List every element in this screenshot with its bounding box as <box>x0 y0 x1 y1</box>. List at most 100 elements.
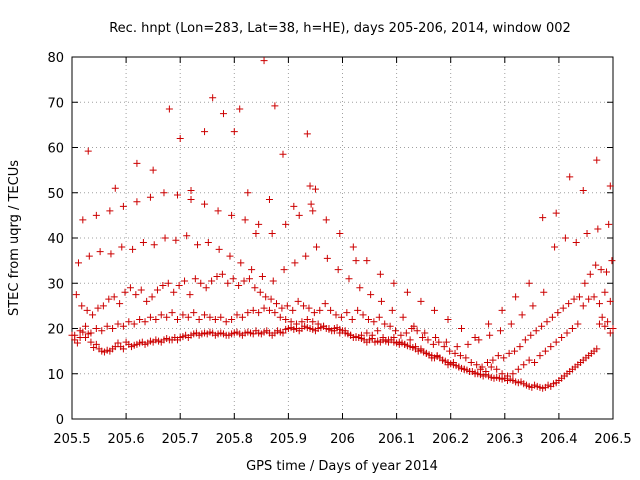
data-point <box>82 322 90 330</box>
data-point <box>604 318 612 326</box>
data-point <box>559 304 567 312</box>
data-point <box>260 304 268 312</box>
data-point <box>512 293 520 301</box>
data-point <box>593 156 601 164</box>
data-point <box>125 318 133 326</box>
data-point <box>483 358 491 366</box>
data-point <box>579 302 587 310</box>
data-point <box>601 288 609 296</box>
data-point <box>364 315 372 323</box>
data-point <box>595 300 603 308</box>
data-point <box>471 370 479 378</box>
data-point <box>581 279 589 287</box>
data-point <box>76 327 84 335</box>
data-point <box>487 363 495 371</box>
data-point <box>357 331 365 339</box>
data-point <box>455 363 463 371</box>
data-point <box>294 297 302 305</box>
data-point <box>375 313 383 321</box>
y-tick-label: 40 <box>47 232 64 247</box>
data-point <box>500 354 508 362</box>
data-point <box>574 320 582 328</box>
data-point <box>403 288 411 296</box>
data-point <box>229 275 237 283</box>
data-point <box>392 327 400 335</box>
data-point <box>539 214 547 222</box>
data-point <box>347 331 355 339</box>
data-point <box>99 302 107 310</box>
data-point <box>424 336 432 344</box>
data-point <box>191 275 199 283</box>
data-point <box>235 282 243 290</box>
data-point <box>265 196 273 204</box>
data-point <box>214 207 222 215</box>
y-tick-label: 70 <box>47 96 64 111</box>
data-point <box>148 293 156 301</box>
data-point <box>87 329 95 337</box>
data-point <box>267 295 275 303</box>
data-point <box>268 229 276 237</box>
data-point <box>496 327 504 335</box>
data-point <box>336 229 344 237</box>
data-point <box>132 291 140 299</box>
data-point <box>160 189 168 197</box>
data-point <box>137 286 145 294</box>
data-point <box>451 349 459 357</box>
data-point <box>583 229 591 237</box>
data-point <box>349 243 357 251</box>
data-point <box>186 291 194 299</box>
data-point <box>363 257 371 265</box>
data-point <box>345 275 353 283</box>
data-point <box>143 297 151 305</box>
data-point <box>213 272 221 280</box>
data-point <box>471 334 479 342</box>
data-point <box>554 309 562 317</box>
data-point <box>586 270 594 278</box>
data-point <box>146 313 154 321</box>
data-point <box>79 216 87 224</box>
data-point <box>435 338 443 346</box>
data-point <box>187 186 195 194</box>
data-point <box>165 105 173 113</box>
data-point <box>233 311 241 319</box>
data-point <box>428 354 436 362</box>
data-point <box>421 329 429 337</box>
data-point <box>341 327 349 335</box>
data-point <box>551 243 559 251</box>
data-point <box>236 105 244 113</box>
data-point <box>184 313 192 321</box>
data-point <box>309 318 317 326</box>
data-point <box>168 309 176 317</box>
data-point <box>190 309 198 317</box>
data-point <box>96 248 104 256</box>
data-point <box>217 313 225 321</box>
data-point <box>94 304 102 312</box>
data-point <box>146 193 154 201</box>
data-point <box>316 306 324 314</box>
data-point <box>116 300 124 308</box>
y-tick-label: 60 <box>47 142 64 157</box>
data-point <box>370 318 378 326</box>
data-point <box>395 338 403 346</box>
data-point <box>558 334 566 342</box>
data-point <box>240 277 248 285</box>
data-point <box>208 277 216 285</box>
data-point <box>367 291 375 299</box>
data-point <box>321 300 329 308</box>
data-point <box>377 297 385 305</box>
data-point <box>201 128 209 136</box>
data-points <box>68 57 617 392</box>
data-point <box>241 216 249 224</box>
data-point <box>570 295 578 303</box>
data-point <box>224 279 232 287</box>
data-point <box>197 279 205 287</box>
data-point <box>133 198 141 206</box>
data-point <box>579 186 587 194</box>
data-point <box>130 320 138 328</box>
data-point <box>219 110 227 118</box>
data-point <box>226 252 234 260</box>
data-point <box>265 306 273 314</box>
data-point <box>153 286 161 294</box>
data-point <box>494 352 502 360</box>
